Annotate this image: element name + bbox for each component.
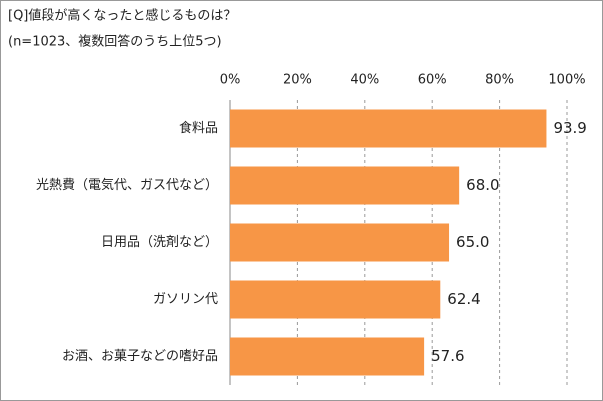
bar: [230, 337, 425, 376]
x-tick-label: 60%: [418, 73, 447, 88]
data-label: 93.9: [553, 119, 586, 137]
y-tick-label: ガソリン代: [153, 292, 218, 307]
data-label: 57.6: [431, 347, 464, 365]
data-label: 62.4: [447, 290, 480, 308]
x-tick-label: 20%: [283, 73, 312, 88]
x-tick-label: 80%: [485, 73, 514, 88]
data-label: 65.0: [456, 233, 489, 251]
x-tick-label: 0%: [220, 73, 241, 88]
chart-subtitle: (n=1023、複数回答のうち上位5つ): [8, 34, 222, 50]
bar: [230, 223, 450, 262]
y-tick-label: 食料品: [179, 120, 218, 136]
x-tick-label: 100%: [548, 73, 585, 88]
bar: [230, 109, 547, 148]
x-tick-label: 40%: [350, 73, 379, 88]
y-tick-label: お酒、お菓子などの嗜好品: [62, 349, 218, 364]
y-tick-label: 光熱費（電気代、ガス代など）: [36, 177, 218, 193]
bar: [230, 280, 441, 319]
bar: [230, 166, 460, 205]
data-label: 68.0: [466, 176, 499, 194]
y-tick-label: 日用品（洗剤など）: [101, 234, 218, 250]
chart-title: [Q]値段が高くなったと感じるものは？: [8, 8, 236, 24]
